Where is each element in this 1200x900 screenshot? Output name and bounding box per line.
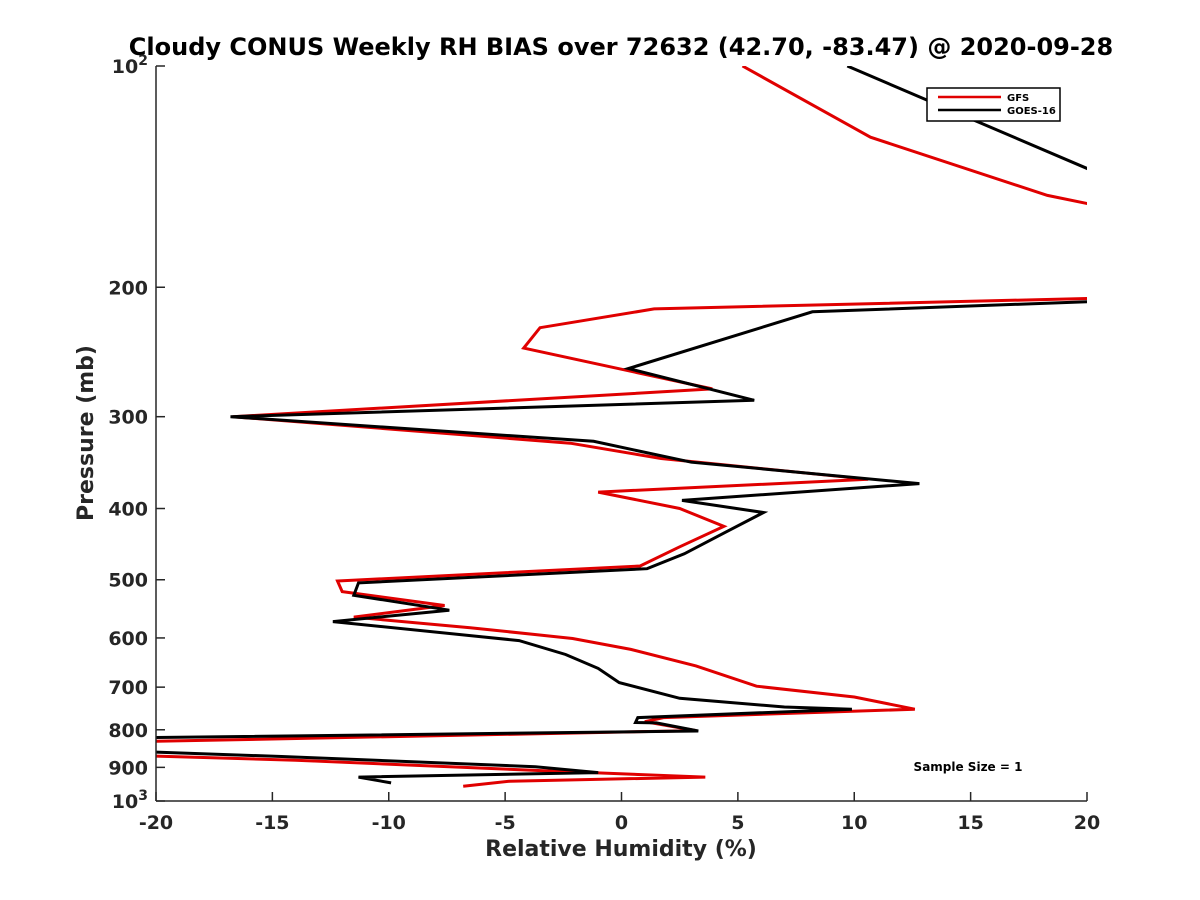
x-tick-label: 20	[1074, 812, 1100, 834]
y-tick-label: 200	[108, 277, 148, 299]
series-line-gfs	[156, 66, 1087, 788]
legend-box	[926, 87, 1061, 122]
sample-size-annotation: Sample Size = 1	[914, 760, 1023, 774]
legend-label: GOES-16	[1007, 106, 1056, 117]
y-tick-label: 700	[108, 677, 148, 699]
x-tick-label: -5	[495, 812, 516, 834]
legend: GFS GOES-16	[926, 87, 1061, 122]
x-axis-label: Relative Humidity (%)	[485, 837, 757, 862]
series-layer	[156, 66, 1087, 788]
x-tick-label: 15	[957, 812, 983, 834]
y-tick-label: 102	[112, 53, 148, 78]
legend-label: GFS	[1007, 93, 1029, 104]
y-tick-label: 103	[112, 788, 148, 813]
chart-title: Cloudy CONUS Weekly RH BIAS over 72632 (…	[129, 33, 1113, 61]
x-tick-label: 5	[731, 812, 744, 834]
x-tick-label: -15	[255, 812, 289, 834]
y-tick-label: 900	[108, 757, 148, 779]
x-tick-label: -20	[139, 812, 173, 834]
y-tick-label: 300	[108, 407, 148, 429]
x-tick-label: -10	[372, 812, 406, 834]
y-tick-label: 500	[108, 570, 148, 592]
y-tick-label: 800	[108, 720, 148, 742]
series-line-goes-16	[156, 66, 1087, 785]
x-tick-label: 0	[615, 812, 628, 834]
y-tick-label: 400	[108, 499, 148, 521]
axes-layer: -20 -15 -10 -5 0 5 10 15 20 102 200 300 400 500 600 700…	[108, 53, 1100, 834]
x-tick-label: 10	[841, 812, 867, 834]
y-axis-label: Pressure (mb)	[74, 345, 99, 521]
y-tick-label: 600	[108, 628, 148, 650]
